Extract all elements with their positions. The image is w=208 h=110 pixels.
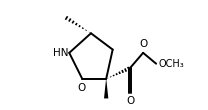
Text: O: O [139, 39, 147, 49]
Text: O: O [77, 83, 85, 93]
Text: O: O [126, 96, 134, 106]
Polygon shape [104, 79, 108, 98]
Text: HN: HN [53, 48, 68, 58]
Text: OCH₃: OCH₃ [158, 59, 184, 69]
